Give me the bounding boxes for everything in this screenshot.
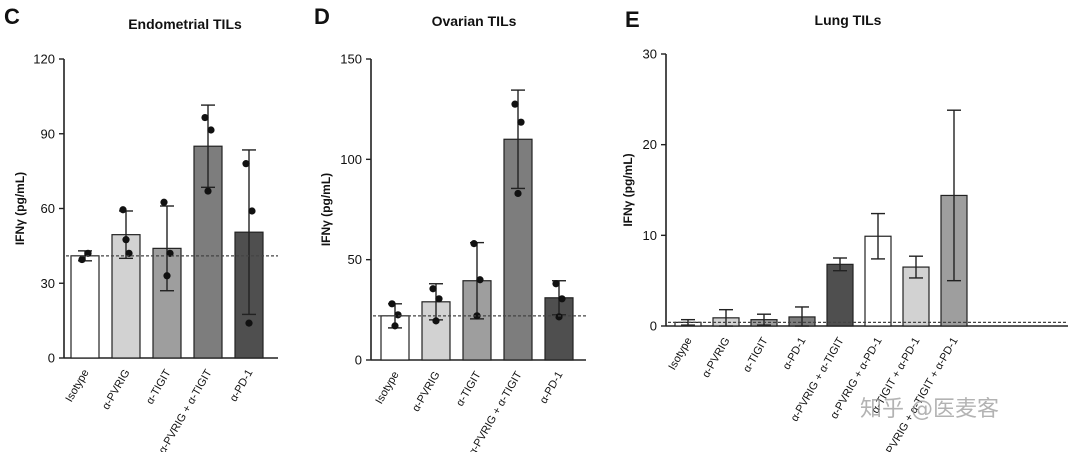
data-point <box>388 300 396 308</box>
category-label: α-PVRIG <box>100 368 133 412</box>
data-point <box>476 276 484 284</box>
y-tick-label: 0 <box>355 353 362 368</box>
y-axis-label: IFNγ (pg/mL) <box>621 153 635 226</box>
data-point <box>245 319 253 327</box>
bar <box>70 255 100 359</box>
category-label: α-PD-1 <box>538 370 566 406</box>
data-point <box>470 240 478 248</box>
data-point <box>166 249 174 257</box>
data-point <box>207 126 215 134</box>
category-label: α-PVRIG <box>700 336 733 380</box>
y-tick-label: 50 <box>348 252 362 267</box>
data-point <box>514 189 522 198</box>
panel-title-lung: Lung TILs <box>815 12 882 28</box>
panel-endometrial: C Endometrial TILs 0 30 60 90 120 IFNγ (pg/mL… <box>4 4 278 452</box>
bar <box>902 266 930 327</box>
data-point <box>248 207 256 215</box>
data-point <box>204 187 212 195</box>
y-tick-label: 150 <box>340 52 362 67</box>
panel-letter-d: D <box>314 4 330 29</box>
data-point <box>122 236 130 244</box>
watermark: 知乎 @医麦客 <box>860 397 999 422</box>
data-point <box>160 198 168 206</box>
data-point <box>435 295 443 303</box>
category-label: α-TIGIT <box>144 367 174 406</box>
category-label: Isotype <box>63 368 91 405</box>
data-point <box>552 280 560 288</box>
data-point <box>394 311 402 319</box>
data-point <box>163 272 171 280</box>
category-label: Isotype <box>666 336 694 373</box>
category-label: α-TIGIT <box>741 335 771 374</box>
data-point <box>78 255 86 264</box>
y-tick-label: 0 <box>48 351 55 366</box>
y-tick-label: 30 <box>643 47 657 62</box>
y-axis-label: IFNγ (pg/mL) <box>13 172 27 245</box>
y-tick-label: 30 <box>41 276 55 291</box>
panel-ovarian: D Ovarian TILs 0 50 100 150 IFNγ (pg/mL) Isot… <box>314 4 586 452</box>
y-tick-label: 100 <box>340 152 362 167</box>
data-point <box>473 312 481 320</box>
panel-title-endometrial: Endometrial TILs <box>128 16 242 32</box>
panel-letter-c: C <box>4 4 20 29</box>
y-tick-label: 90 <box>41 126 55 141</box>
y-tick-label: 120 <box>33 52 55 67</box>
category-label: α-PD-1 <box>781 336 809 372</box>
bar <box>826 263 854 327</box>
panel-title-ovarian: Ovarian TILs <box>432 13 517 29</box>
data-point <box>119 206 127 214</box>
data-point <box>242 160 250 168</box>
data-point <box>511 100 519 108</box>
data-point <box>84 249 92 257</box>
category-label: α-TIGIT <box>454 369 484 408</box>
data-point <box>517 118 525 126</box>
data-point <box>429 285 437 293</box>
data-point <box>391 322 399 330</box>
y-tick-label: 0 <box>650 319 657 334</box>
y-tick-label: 20 <box>643 137 657 152</box>
y-axis-label: IFNγ (pg/mL) <box>319 173 333 246</box>
data-point <box>555 313 563 321</box>
category-label: α-PVRIG <box>410 370 443 414</box>
category-label: Isotype <box>373 370 401 407</box>
data-point <box>558 295 566 303</box>
category-label: α-PD-1 <box>228 368 256 404</box>
data-point <box>201 113 209 122</box>
panel-letter-e: E <box>625 7 640 32</box>
y-tick-label: 10 <box>643 228 657 243</box>
data-point <box>432 317 440 325</box>
y-tick-label: 60 <box>41 201 55 216</box>
data-point <box>125 249 133 257</box>
